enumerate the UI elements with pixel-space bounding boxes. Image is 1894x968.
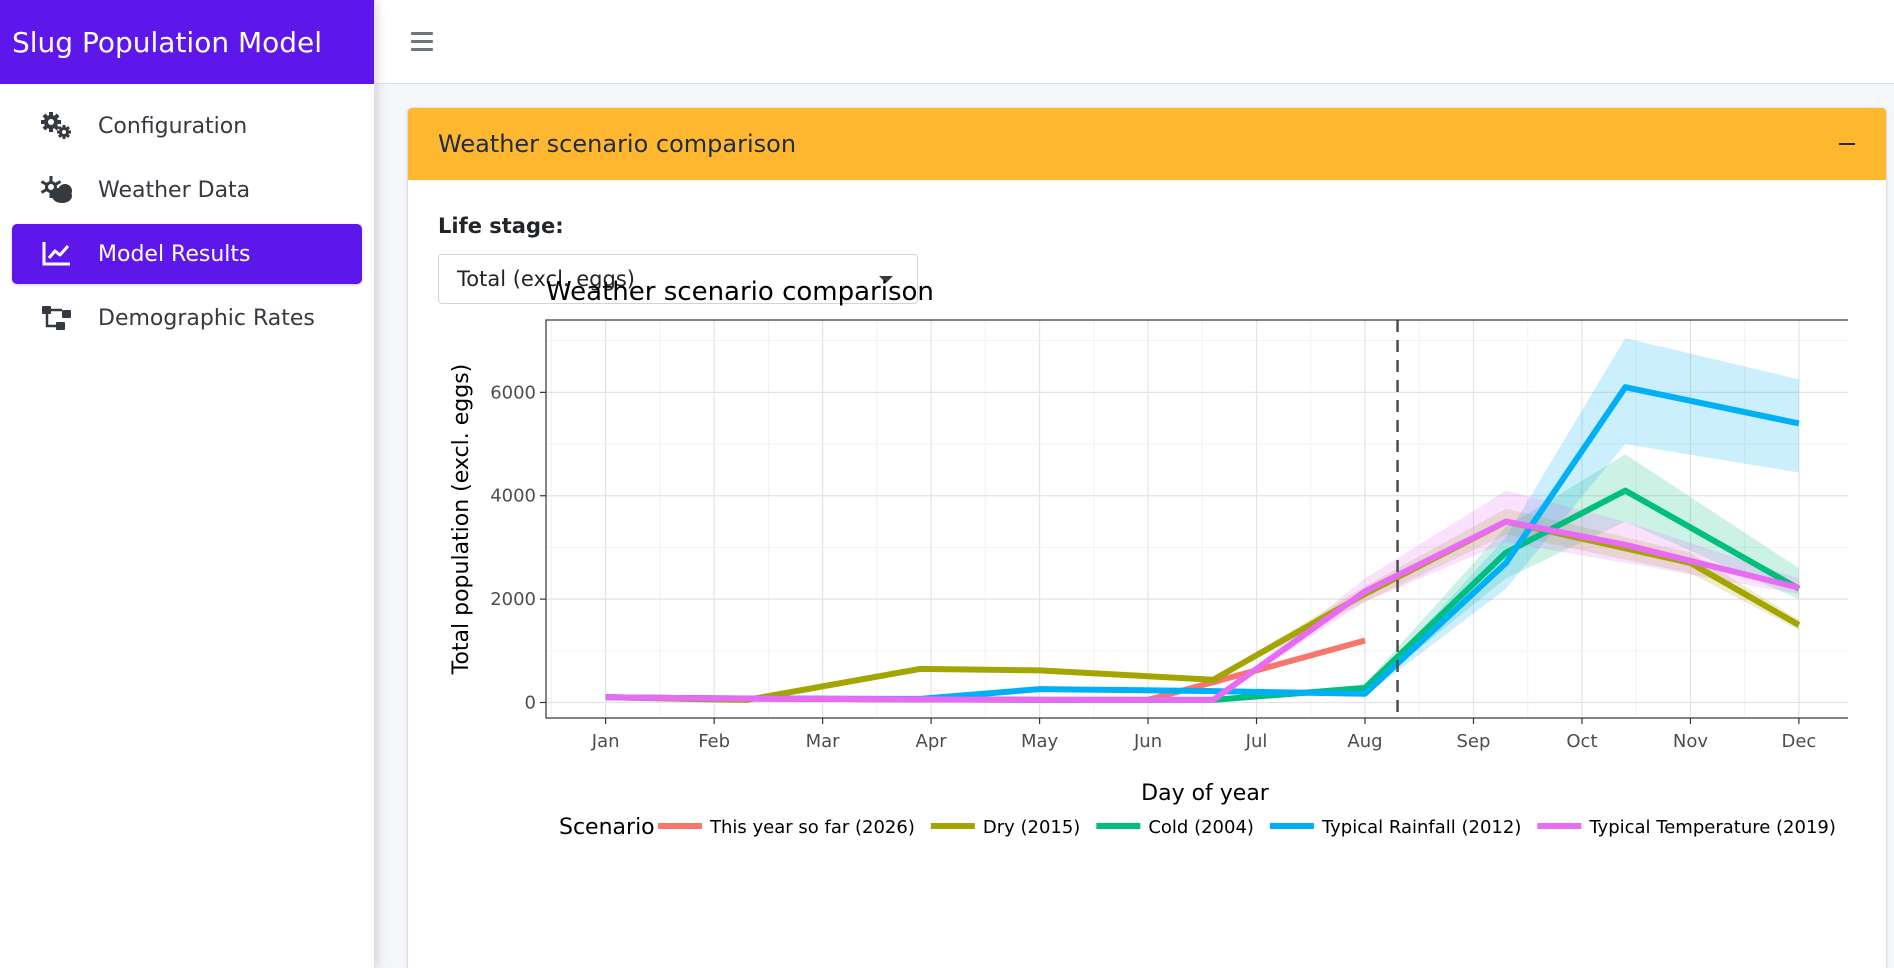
chart-title: Weather scenario comparison	[546, 277, 934, 307]
plot-panel	[546, 320, 1864, 718]
x-tick-label: Jul	[1245, 731, 1268, 752]
card-header: Weather scenario comparison	[408, 108, 1886, 180]
scenario-card: Weather scenario comparison Life stage: …	[408, 108, 1886, 968]
x-axis-label: Day of year	[1141, 781, 1270, 806]
line-chart-icon	[40, 240, 74, 268]
minus-icon	[1839, 143, 1855, 145]
collapse-button[interactable]	[1836, 133, 1858, 155]
legend-label-3: Typical Rainfall (2012)	[1321, 817, 1521, 838]
sidebar-item-weather-data[interactable]: Weather Data	[12, 160, 362, 220]
life-stage-value: Total (excl. eggs)	[457, 267, 635, 291]
chevron-down-icon	[879, 275, 893, 283]
x-tick-label: Mar	[806, 731, 841, 752]
x-tick-label: Jan	[591, 731, 620, 752]
x-tick-label: Apr	[916, 731, 948, 752]
legend-label-2: Cold (2004)	[1148, 817, 1254, 838]
sidebar: Slug Population Model	[0, 0, 375, 968]
sidebar-nav: Configuration Weather Data	[0, 84, 374, 348]
sidebar-item-label: Weather Data	[98, 177, 251, 203]
y-tick-label: 6000	[490, 382, 536, 403]
sidebar-item-configuration[interactable]: Configuration	[12, 96, 362, 156]
legend-label-1: Dry (2015)	[983, 817, 1081, 838]
cloud-sun-icon	[40, 176, 74, 204]
x-tick-label: Oct	[1566, 731, 1597, 752]
sidebar-item-label: Demographic Rates	[98, 305, 315, 331]
y-tick-label: 4000	[490, 486, 536, 507]
card-body: Life stage: Total (excl. eggs)	[408, 180, 1886, 338]
x-tick-label: Aug	[1347, 731, 1382, 752]
sidebar-item-model-results[interactable]: Model Results	[12, 224, 362, 284]
x-tick-label: Sep	[1457, 731, 1491, 752]
x-tick-label: Nov	[1673, 731, 1708, 752]
legend-title: Scenario	[559, 815, 655, 838]
y-axis-label: Total population (excl. eggs)	[449, 364, 474, 676]
scenario-chart: Weather scenario comparison Jan Feb Mar Apr M…	[428, 258, 1865, 840]
series-ribbon-4	[605, 490, 1799, 700]
series-line-4	[605, 518, 1800, 703]
app-title[interactable]: Slug Population Model	[0, 0, 374, 84]
content-area: Weather scenario comparison Life stage: …	[375, 84, 1894, 968]
x-tick-label: Dec	[1781, 731, 1816, 752]
x-tick-label: May	[1021, 731, 1059, 752]
series-ribbon-3	[605, 338, 1799, 699]
top-navbar	[375, 0, 1894, 84]
life-stage-label: Life stage:	[438, 214, 564, 238]
sidebar-item-demographic-rates[interactable]: Demographic Rates	[12, 288, 362, 348]
sidebar-item-label: Model Results	[98, 241, 251, 267]
menu-toggle-icon[interactable]	[411, 26, 441, 56]
card-title: Weather scenario comparison	[438, 130, 797, 158]
x-tick-label: Jun	[1133, 731, 1162, 752]
life-stage-select[interactable]: Total (excl. eggs)	[438, 254, 918, 304]
chart-svg: Weather scenario comparison Jan Feb Mar Apr M…	[449, 277, 1865, 840]
gears-icon	[40, 112, 74, 140]
sidebar-item-label: Configuration	[98, 113, 248, 139]
y-tick-label: 2000	[490, 589, 536, 610]
legend-label-0: This year so far (2026)	[709, 817, 915, 838]
y-tick-label: 0	[525, 692, 536, 713]
diagram-icon	[40, 304, 74, 332]
legend-label-4: Typical Temperature (2019)	[1588, 817, 1836, 838]
x-tick-label: Feb	[698, 731, 730, 752]
